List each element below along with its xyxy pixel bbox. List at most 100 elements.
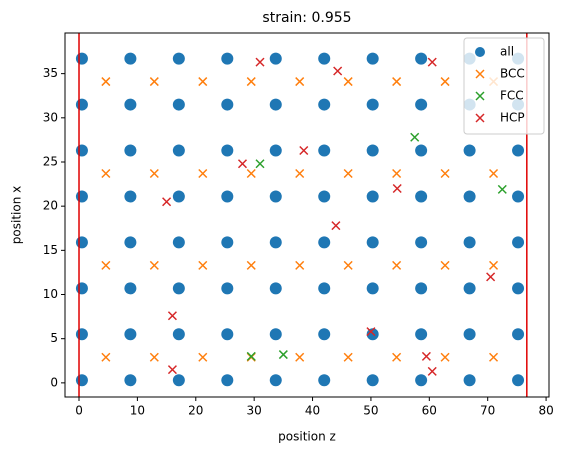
point — [333, 66, 343, 76]
point — [366, 98, 379, 111]
point — [172, 52, 185, 65]
point — [124, 144, 137, 157]
point — [172, 328, 185, 341]
legend-box — [463, 37, 545, 135]
point — [486, 272, 496, 282]
point — [269, 98, 282, 111]
point — [427, 57, 437, 67]
point — [124, 98, 137, 111]
point — [149, 77, 159, 87]
point — [101, 260, 111, 270]
point — [269, 282, 282, 295]
point — [269, 52, 282, 65]
legend-label: all — [500, 45, 514, 59]
point — [101, 352, 111, 362]
point — [440, 77, 450, 87]
point — [198, 168, 208, 179]
point — [415, 144, 428, 157]
point — [366, 190, 379, 203]
point — [318, 98, 331, 111]
legend-marker — [475, 69, 485, 79]
point — [75, 52, 88, 65]
point — [269, 328, 282, 341]
x-tick-label: 10 — [130, 404, 145, 418]
point — [415, 282, 428, 295]
point — [149, 168, 159, 179]
legend-marker — [475, 91, 485, 101]
point — [512, 144, 525, 157]
point — [392, 260, 402, 270]
plot-area — [75, 33, 528, 397]
chart-title: strain: 0.955 — [262, 10, 351, 26]
point — [124, 328, 137, 341]
point — [167, 311, 177, 321]
legend-label: FCC — [500, 89, 524, 103]
x-tick-label: 80 — [538, 404, 553, 418]
point — [512, 374, 525, 387]
point — [198, 260, 208, 270]
point — [75, 144, 88, 157]
point — [512, 236, 525, 249]
point — [318, 236, 331, 249]
point — [463, 328, 476, 341]
legend-marker — [475, 113, 485, 123]
point — [512, 328, 525, 341]
point — [221, 52, 234, 65]
point — [221, 236, 234, 249]
point — [269, 236, 282, 249]
point — [318, 144, 331, 157]
point — [318, 374, 331, 387]
legend: all BCC FCC HCP — [463, 37, 545, 135]
point — [331, 221, 341, 231]
point — [75, 190, 88, 203]
point — [463, 282, 476, 295]
point — [366, 52, 379, 65]
point — [172, 190, 185, 203]
point — [167, 365, 177, 375]
point — [246, 351, 256, 361]
point — [366, 144, 379, 157]
point — [392, 168, 402, 179]
point — [124, 190, 137, 203]
point — [410, 132, 420, 142]
point — [463, 190, 476, 203]
point — [172, 374, 185, 387]
point — [415, 52, 428, 65]
point — [343, 77, 353, 87]
point — [295, 352, 305, 362]
point — [366, 327, 376, 337]
point — [255, 57, 265, 67]
point — [343, 168, 353, 179]
y-tick-label: 10 — [43, 287, 58, 301]
point — [149, 260, 159, 270]
point — [366, 374, 379, 387]
point — [415, 190, 428, 203]
point — [366, 236, 379, 249]
point — [343, 260, 353, 270]
point — [124, 374, 137, 387]
point — [75, 374, 88, 387]
y-tick-label: 20 — [43, 199, 58, 213]
point — [269, 374, 282, 387]
axes-frame — [64, 32, 550, 398]
point — [318, 190, 331, 203]
x-axis-label: position z — [278, 430, 336, 444]
point — [124, 52, 137, 65]
point — [440, 352, 450, 362]
point — [440, 260, 450, 270]
point — [172, 144, 185, 157]
point — [124, 282, 137, 295]
point — [415, 236, 428, 249]
x-tick-label: 50 — [363, 404, 378, 418]
point — [75, 98, 88, 111]
point — [198, 352, 208, 362]
point — [162, 197, 172, 207]
point — [75, 282, 88, 295]
point — [124, 236, 137, 249]
point — [198, 77, 208, 87]
point — [246, 168, 256, 179]
point — [366, 282, 379, 295]
point — [269, 190, 282, 203]
point — [172, 236, 185, 249]
